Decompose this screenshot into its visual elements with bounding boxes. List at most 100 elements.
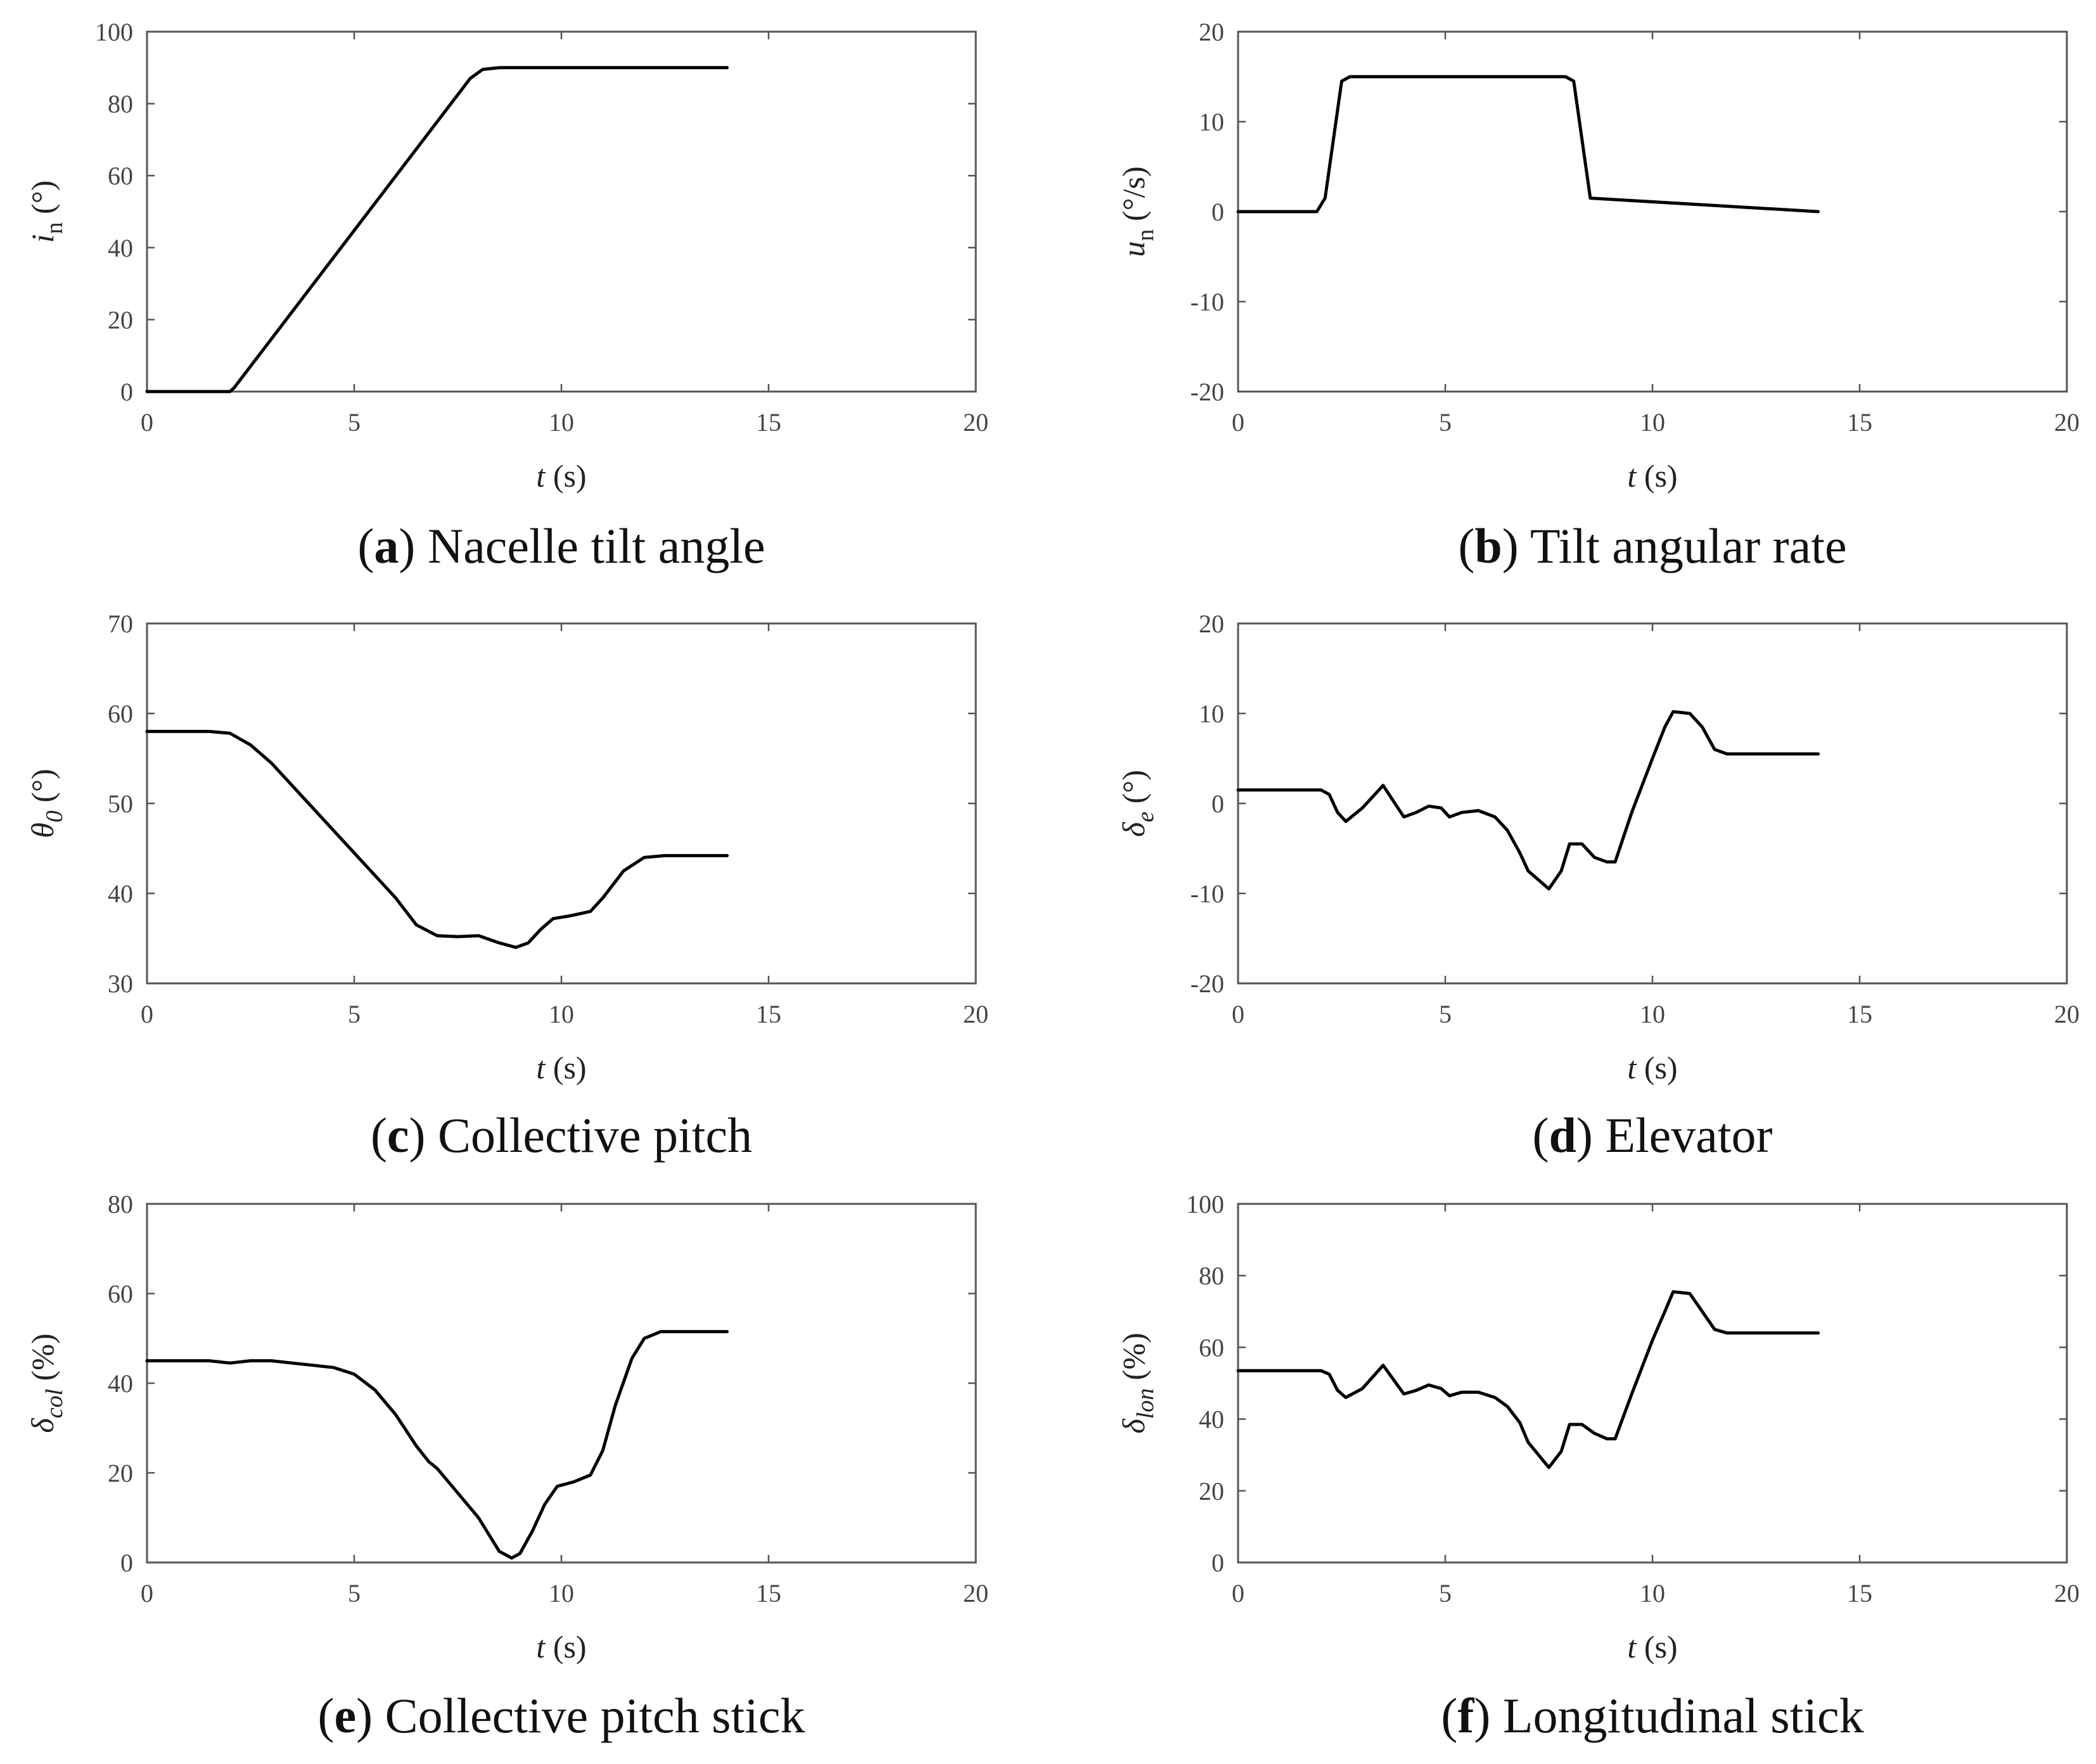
y-tick-label: 0 <box>120 1549 133 1577</box>
x-axis-unit: (s) <box>545 1629 586 1665</box>
x-tick-label: 20 <box>2054 1579 2080 1607</box>
chart-panel-f: 0 5 10 15 20 0 20 40 60 80 100 t (s) δlon (%) (f) Lon… <box>1116 1190 2080 1743</box>
panel-caption-letter: e <box>335 1688 357 1743</box>
y-axis-label: θ0 (°) <box>25 769 68 838</box>
y-tick-label: 20 <box>1199 610 1224 638</box>
y-tick-label: 80 <box>1199 1262 1224 1290</box>
x-tick-label: 5 <box>348 408 361 437</box>
y-tick-label: 0 <box>120 378 133 406</box>
x-tick-label: 10 <box>1640 1000 1665 1028</box>
x-tick-label: 20 <box>2054 408 2080 437</box>
x-tick-label: 15 <box>756 408 781 437</box>
y-axis-variable: δ <box>1116 1419 1151 1434</box>
plot-frame-f <box>1237 1203 2068 1564</box>
x-axis-label: t (s) <box>536 458 586 494</box>
y-tick-label: 0 <box>1211 789 1224 818</box>
x-tick-label: 5 <box>1439 1579 1452 1607</box>
y-tick-label: 40 <box>108 1369 133 1398</box>
panel-caption-text: Longitudinal stick <box>1490 1688 1863 1743</box>
plot-frame-e <box>146 1203 977 1564</box>
panel-caption: (c) Collective pitch <box>371 1108 752 1163</box>
y-axis-variable: δ <box>25 1418 60 1433</box>
panel-caption-text: Tilt angular rate <box>1519 518 1847 573</box>
y-axis-unit: (°) <box>25 181 60 222</box>
x-tick-label: 5 <box>348 1000 361 1028</box>
panel-caption-text: Elevator <box>1593 1108 1773 1163</box>
x-tick-label: 0 <box>1232 408 1244 437</box>
plot-frame-c <box>146 622 977 985</box>
series-line-delta_col <box>145 1330 729 1560</box>
x-tick-label: 15 <box>1847 1579 1872 1607</box>
x-tick-label: 0 <box>141 1579 153 1607</box>
y-tick-label: 80 <box>108 1190 133 1218</box>
y-tick-label: 60 <box>108 162 133 190</box>
y-axis-subscript: n <box>41 222 68 234</box>
x-axis-label: t (s) <box>1627 1629 1677 1665</box>
y-tick-label: 40 <box>1199 1405 1224 1434</box>
x-tick-label: 15 <box>756 1579 781 1607</box>
x-tick-label: 5 <box>1439 408 1452 437</box>
x-axis-unit: (s) <box>545 1050 586 1085</box>
y-tick-label: 60 <box>108 1280 133 1308</box>
panel-caption: (a) Nacelle tilt angle <box>357 518 765 573</box>
x-tick-label: 5 <box>1439 1000 1452 1028</box>
y-axis-subscript: e <box>1132 812 1159 822</box>
x-tick-label: 20 <box>963 1000 988 1028</box>
y-tick-label: 0 <box>1211 1549 1224 1577</box>
x-tick-label: 20 <box>963 1579 988 1607</box>
y-axis-unit: (°/s) <box>1116 166 1151 229</box>
series-line-delta_e <box>1236 710 1820 891</box>
panel-caption-letter: b <box>1474 518 1502 573</box>
chart-panel-b: 0 5 10 15 20 -20 -10 0 10 20 t (s) un (°/s) (b) Tilt… <box>1116 18 2080 573</box>
y-tick-label: 20 <box>108 1459 133 1488</box>
series-line-u_n <box>1236 75 1820 214</box>
x-axis-variable: t <box>1627 1629 1637 1665</box>
x-axis-label: t (s) <box>1627 1050 1677 1085</box>
panel-caption-text: Collective pitch <box>426 1108 753 1163</box>
y-tick-label: 40 <box>108 234 133 262</box>
y-tick-label: 50 <box>108 789 133 818</box>
plot-frame-d <box>1237 622 2068 985</box>
y-tick-label: 100 <box>95 18 133 46</box>
x-axis-label: t (s) <box>1627 458 1677 494</box>
y-tick-label: -10 <box>1191 879 1224 908</box>
y-tick-label: 70 <box>108 610 133 638</box>
x-axis-unit: (s) <box>545 458 586 494</box>
panel-caption: (f) Longitudinal stick <box>1441 1688 1863 1743</box>
panel-caption-letter: a <box>374 518 399 573</box>
series-line-delta_lon <box>1236 1290 1820 1469</box>
y-axis-variable: u <box>1116 241 1151 257</box>
x-tick-label: 10 <box>1640 1579 1665 1607</box>
y-tick-label: -20 <box>1191 378 1224 406</box>
y-axis-variable: θ <box>25 822 60 838</box>
chart-panel-a: 0 5 10 15 20 0 20 40 60 80 100 t (s) in (°) (a) Nacel… <box>25 18 988 573</box>
panel-caption-letter: f <box>1457 1688 1474 1743</box>
x-tick-label: 0 <box>1232 1579 1244 1607</box>
y-axis-unit: (°) <box>1116 770 1151 812</box>
panel-caption: (e) Collective pitch stick <box>318 1688 805 1743</box>
y-axis-variable: i <box>25 234 60 243</box>
y-axis-subscript: lon <box>1132 1388 1159 1419</box>
y-axis-subscript: col <box>41 1389 68 1418</box>
y-axis-unit: (%) <box>1116 1333 1151 1388</box>
panel-caption-letter: c <box>387 1108 409 1163</box>
x-tick-label: 15 <box>1847 408 1872 437</box>
y-tick-label: 20 <box>108 305 133 334</box>
y-axis-unit: (°) <box>25 769 60 810</box>
chart-panel-e: 0 5 10 15 20 0 20 40 60 80 t (s) δcol (%) (e) Collec… <box>25 1190 988 1743</box>
x-tick-label: 10 <box>1640 408 1665 437</box>
y-axis-label: δcol (%) <box>25 1333 68 1433</box>
y-tick-label: 100 <box>1186 1190 1224 1218</box>
y-tick-label: 10 <box>1199 108 1224 136</box>
x-tick-label: 0 <box>1232 1000 1244 1028</box>
y-tick-label: 20 <box>1199 18 1224 46</box>
x-axis-label: t (s) <box>536 1050 586 1085</box>
y-axis-label: δlon (%) <box>1116 1333 1159 1433</box>
y-tick-label: 20 <box>1199 1477 1224 1505</box>
x-tick-label: 15 <box>1847 1000 1872 1028</box>
x-axis-unit: (s) <box>1636 458 1677 494</box>
x-tick-label: 0 <box>141 1000 153 1028</box>
y-tick-label: 60 <box>1199 1333 1224 1362</box>
y-axis-subscript: 0 <box>41 810 68 822</box>
